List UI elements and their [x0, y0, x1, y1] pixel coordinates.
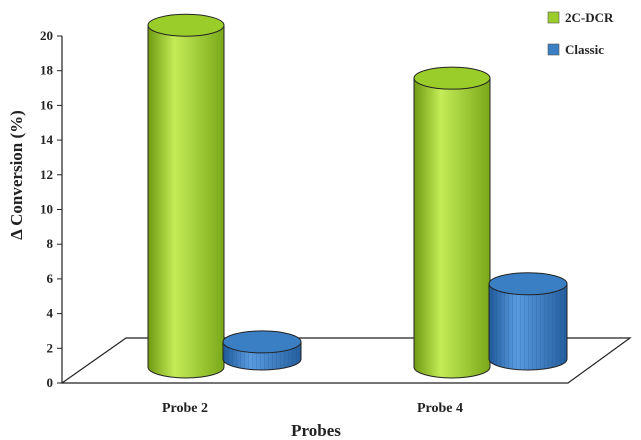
bar-top — [147, 13, 225, 37]
bar-top — [413, 66, 491, 90]
legend-swatch — [547, 43, 560, 56]
legend-item: 2C-DCR — [547, 10, 614, 25]
bar-body — [413, 77, 491, 379]
bars — [147, 13, 568, 379]
y-tick-label: 10 — [40, 202, 53, 217]
bar-classic-probe-2 — [222, 330, 302, 371]
y-tick-label: 0 — [47, 375, 54, 390]
legend: 2C-DCR Classic — [547, 10, 614, 57]
y-tick-label: 4 — [47, 306, 54, 321]
bar-top — [488, 272, 568, 296]
bar-texture — [489, 283, 567, 370]
legend-label: Classic — [565, 42, 604, 57]
legend-item: Classic — [547, 42, 604, 57]
bar-classic-probe-4 — [488, 272, 568, 371]
y-tick-label: 16 — [40, 97, 54, 112]
bar-body — [147, 24, 225, 379]
category-labels: Probe 2 Probe 4 — [162, 401, 463, 416]
y-tick-label: 8 — [47, 236, 54, 251]
x-axis-title: Probes — [291, 421, 341, 440]
y-ticks: 0 2 4 6 8 10 12 14 16 18 20 — [40, 28, 62, 390]
y-tick-label: 2 — [47, 340, 54, 355]
y-tick-label: 18 — [40, 63, 54, 78]
bar-2c-dcr-probe-4 — [413, 66, 491, 379]
bar-2c-dcr-probe-2 — [147, 13, 225, 379]
x-tick-label: Probe 2 — [162, 401, 208, 416]
legend-swatch — [547, 11, 560, 24]
legend-label: 2C-DCR — [565, 10, 614, 25]
y-tick-label: 14 — [40, 132, 54, 147]
y-tick-label: 6 — [47, 271, 54, 286]
y-tick-label: 20 — [40, 28, 53, 43]
y-tick-label: 12 — [40, 167, 53, 182]
bar-top — [222, 330, 302, 354]
y-axis-title: Δ Conversion (%) — [7, 110, 26, 240]
x-tick-label: Probe 4 — [417, 401, 463, 416]
